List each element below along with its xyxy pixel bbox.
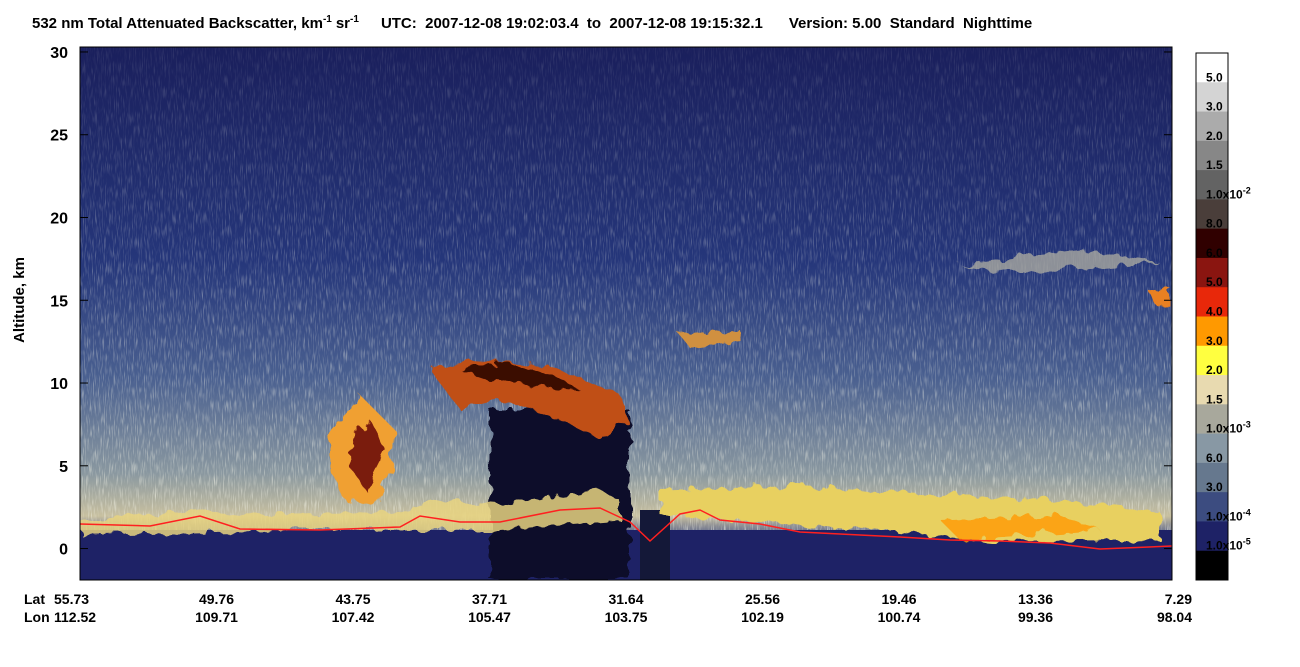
colorbar-swatch	[1196, 257, 1228, 288]
x-tick-label: 112.52	[54, 609, 96, 625]
y-tick-label: 20	[50, 210, 68, 227]
y-tick-label: 5	[59, 459, 68, 476]
title-unit: sr	[336, 15, 350, 32]
colorbar-swatch	[1196, 521, 1228, 552]
x-tick-label: 107.42	[332, 609, 375, 625]
colorbar-swatch	[1196, 404, 1228, 435]
colorbar-swatch	[1196, 228, 1228, 259]
colorbar-swatch	[1196, 462, 1228, 493]
y-tick-label: 15	[50, 293, 68, 310]
x-tick-label: 37.71	[472, 591, 507, 607]
x-tick-label: 102.19	[741, 609, 784, 625]
x-tick-label: 55.73	[54, 591, 89, 607]
colorbar-swatch	[1196, 287, 1228, 317]
x-tick-label: 109.71	[195, 609, 238, 625]
colorbar-label: 1.0x10-4	[1206, 507, 1251, 523]
x-tick-label: 105.47	[468, 609, 511, 625]
x-tick-label: 99.36	[1018, 609, 1053, 625]
plot-frame	[79, 46, 1173, 581]
x-tick-label: 13.36	[1018, 591, 1053, 607]
x-tick-label: 100.74	[878, 609, 921, 625]
colorbar-label: 4.0	[1206, 305, 1223, 319]
y-tick-label: 30	[50, 45, 68, 62]
x-row-label: Lon	[24, 609, 50, 625]
colorbar-swatch	[1196, 53, 1228, 83]
title-utc: UTC: 2007-12-08 19:02:03.4 to 2007-12-08…	[381, 15, 763, 32]
x-tick-label: 19.46	[881, 591, 916, 607]
colorbar-swatch	[1196, 492, 1228, 522]
colorbar-label-base: 1.0x10	[1206, 187, 1243, 201]
x-tick-label: 98.04	[1157, 609, 1192, 625]
colorbar-label-base: 1.0x10	[1206, 422, 1243, 436]
colorbar-label: 1.0x10-5	[1206, 537, 1251, 553]
colorbar-label-base: 1.0x10	[1206, 509, 1243, 523]
colorbar-label-sup: -2	[1243, 185, 1251, 195]
colorbar-label-sup: -4	[1243, 507, 1251, 517]
y-tick-label: 25	[50, 128, 68, 145]
title-sup: -1	[323, 14, 332, 25]
x-tick-label: 7.29	[1165, 591, 1192, 607]
colorbar-swatch	[1196, 433, 1228, 464]
colorbar-label: 2.0	[1206, 129, 1223, 143]
colorbar-label: 5.0	[1206, 70, 1223, 84]
colorbar-swatch	[1196, 140, 1228, 171]
colorbar: 5.03.02.01.51.0x10-28.06.05.04.03.02.01.…	[1195, 52, 1251, 581]
y-axis-label: Altitude, km	[11, 257, 28, 343]
colorbar-label: 5.0	[1206, 275, 1223, 289]
colorbar-swatch	[1196, 82, 1228, 113]
title-text: 532 nm Total Attenuated Backscatter, km	[32, 15, 323, 32]
colorbar-label: 1.0x10-3	[1206, 420, 1251, 436]
colorbar-label: 6.0	[1206, 246, 1223, 260]
colorbar-label: 6.0	[1206, 451, 1223, 465]
y-tick-label: 10	[50, 376, 68, 393]
colorbar-swatch	[1196, 345, 1228, 376]
y-tick-label: 0	[59, 542, 68, 559]
colorbar-label-sup: -3	[1243, 420, 1251, 430]
colorbar-swatch	[1196, 199, 1228, 230]
colorbar-swatch	[1196, 316, 1228, 347]
colorbar-swatch	[1196, 375, 1228, 405]
x-tick-label: 31.64	[608, 591, 643, 607]
colorbar-frame	[1195, 52, 1229, 581]
x-tick-label: 43.75	[335, 591, 370, 607]
curtain-image	[80, 47, 1172, 580]
colorbar-label: 1.5	[1206, 392, 1223, 406]
colorbar-label: 2.0	[1206, 363, 1223, 377]
title-sup: -1	[350, 14, 359, 25]
colorbar-label: 3.0	[1206, 334, 1223, 348]
colorbar-label-base: 1.0x10	[1206, 539, 1243, 553]
title-version: Version: 5.00 Standard Nighttime	[789, 15, 1032, 32]
x-tick-label: 103.75	[605, 609, 648, 625]
colorbar-label: 3.0	[1206, 100, 1223, 114]
x-tick-label: 49.76	[199, 591, 234, 607]
chart-title: 532 nm Total Attenuated Backscatter, km-…	[32, 14, 1032, 32]
colorbar-swatch	[1196, 111, 1228, 142]
x-tick-label: 25.56	[745, 591, 780, 607]
colorbar-label: 8.0	[1206, 217, 1223, 231]
colorbar-label: 1.5	[1206, 158, 1223, 172]
colorbar-label: 3.0	[1206, 480, 1223, 494]
colorbar-label: 1.0x10-2	[1206, 185, 1251, 201]
colorbar-swatch	[1196, 550, 1228, 581]
colorbar-label-sup: -5	[1243, 537, 1251, 547]
x-row-label: Lat	[24, 591, 45, 607]
colorbar-swatch	[1196, 170, 1228, 200]
